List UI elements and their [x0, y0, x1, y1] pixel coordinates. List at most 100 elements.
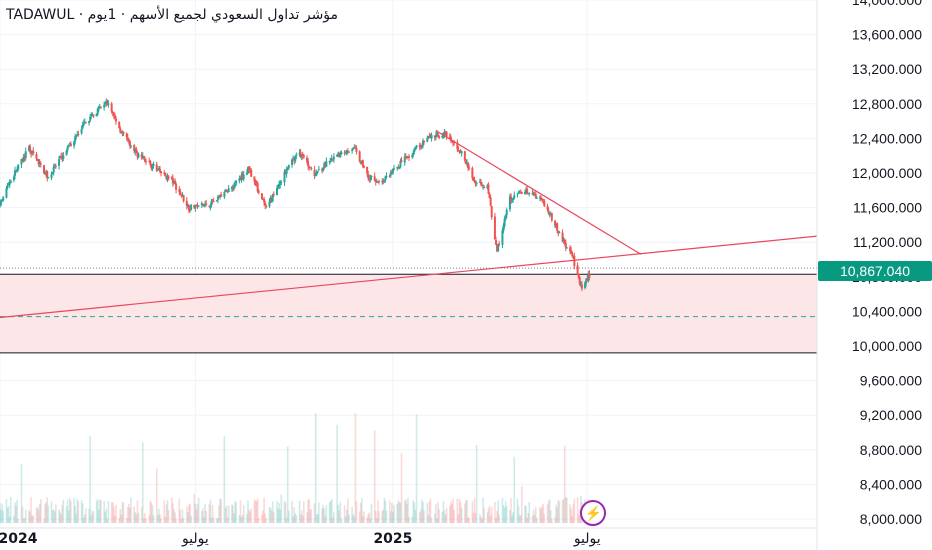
candle-body — [211, 201, 214, 203]
volume-bar — [39, 499, 42, 523]
volume-bar — [92, 511, 95, 523]
candle-body — [539, 197, 542, 199]
candle-body — [331, 158, 334, 160]
candle-body — [520, 192, 523, 194]
volume-bar — [84, 514, 86, 523]
candle-body — [242, 174, 245, 180]
volume-bar — [253, 499, 256, 523]
volume-bar — [96, 499, 99, 523]
candle-body — [262, 199, 265, 201]
candle-body — [98, 106, 101, 108]
candle-body — [517, 192, 520, 194]
candle-body — [224, 189, 227, 192]
volume-bar — [309, 509, 312, 523]
volume-bar — [413, 502, 416, 523]
candle-body — [245, 172, 248, 175]
volume-bar — [399, 502, 402, 523]
volume-bar — [280, 494, 283, 523]
volume-bar — [345, 509, 348, 523]
candle-body — [205, 203, 208, 205]
candle-body — [554, 220, 557, 226]
candle-body — [210, 201, 213, 206]
volume-bar — [468, 517, 470, 523]
candle-body — [186, 204, 189, 207]
candle-body — [125, 133, 128, 137]
volume-bar — [91, 510, 94, 523]
volume-bar — [249, 511, 251, 523]
volume-bar — [35, 507, 38, 523]
volume-bar — [70, 501, 72, 523]
volume-bar — [502, 505, 505, 523]
candle-body — [332, 156, 335, 160]
volume-bar — [85, 508, 87, 523]
candle-body — [577, 273, 580, 278]
volume-bar — [130, 497, 132, 523]
candle-body — [156, 169, 159, 171]
candle-body — [438, 136, 441, 138]
volume-bar — [241, 514, 244, 523]
candle-body — [355, 148, 358, 152]
volume-bar — [548, 499, 551, 523]
volume-bar — [512, 512, 514, 523]
candle-body — [263, 199, 266, 203]
volume-bar — [488, 505, 491, 523]
candle-body — [226, 190, 229, 193]
volume-bar — [556, 507, 558, 523]
candle-body — [313, 169, 316, 176]
candle-body — [6, 185, 9, 188]
candle-body — [404, 156, 407, 158]
candle-body — [540, 197, 543, 200]
candle-body — [167, 176, 170, 179]
volume-bar — [298, 500, 301, 523]
price-tick-label: 8,000.000 — [860, 511, 922, 527]
candle-body — [89, 116, 92, 121]
volume-bar — [339, 501, 342, 523]
volume-bar — [106, 518, 109, 523]
candle-body — [584, 282, 587, 289]
candle-body — [279, 181, 282, 185]
volume-bar — [528, 501, 531, 523]
volume-bar — [501, 497, 504, 523]
volume-bar — [125, 518, 128, 523]
candle-body — [405, 156, 408, 158]
volume-bar — [189, 503, 191, 523]
volume-bar — [61, 505, 64, 523]
candle-body — [428, 135, 431, 137]
volume-bar — [420, 509, 422, 523]
volume-bar — [234, 500, 236, 523]
candle-body — [565, 247, 568, 249]
candle-body — [557, 231, 560, 234]
volume-bar — [247, 500, 249, 523]
candle-body — [418, 144, 421, 148]
volume-bar — [276, 500, 278, 523]
volume-bar — [577, 514, 580, 523]
volume-bar — [268, 506, 271, 523]
volume-bar — [498, 514, 501, 523]
candle-body — [75, 135, 78, 138]
candle-body — [452, 141, 455, 143]
price-zone — [0, 274, 817, 353]
candle-body — [140, 154, 143, 158]
candle-body — [534, 194, 537, 198]
volume-bar — [313, 503, 316, 523]
candle-body — [310, 168, 313, 170]
candle-body — [466, 162, 469, 164]
volume-bar — [174, 512, 176, 523]
candle-body — [179, 191, 182, 195]
volume-bar — [472, 512, 475, 523]
volume-bar — [321, 508, 323, 523]
dividend-event-icon[interactable]: ⚡ — [580, 500, 607, 526]
candle-body — [579, 283, 582, 285]
price-tick-label: 10,000.000 — [852, 338, 922, 354]
candle-body — [238, 178, 241, 182]
candle-body — [175, 183, 178, 190]
trendline — [0, 235, 818, 319]
candle-body — [172, 180, 175, 183]
candle-body — [9, 180, 12, 184]
candle-body — [68, 143, 71, 145]
candle-body — [444, 132, 447, 134]
candle-body — [120, 131, 123, 133]
candle-body — [2, 197, 5, 201]
